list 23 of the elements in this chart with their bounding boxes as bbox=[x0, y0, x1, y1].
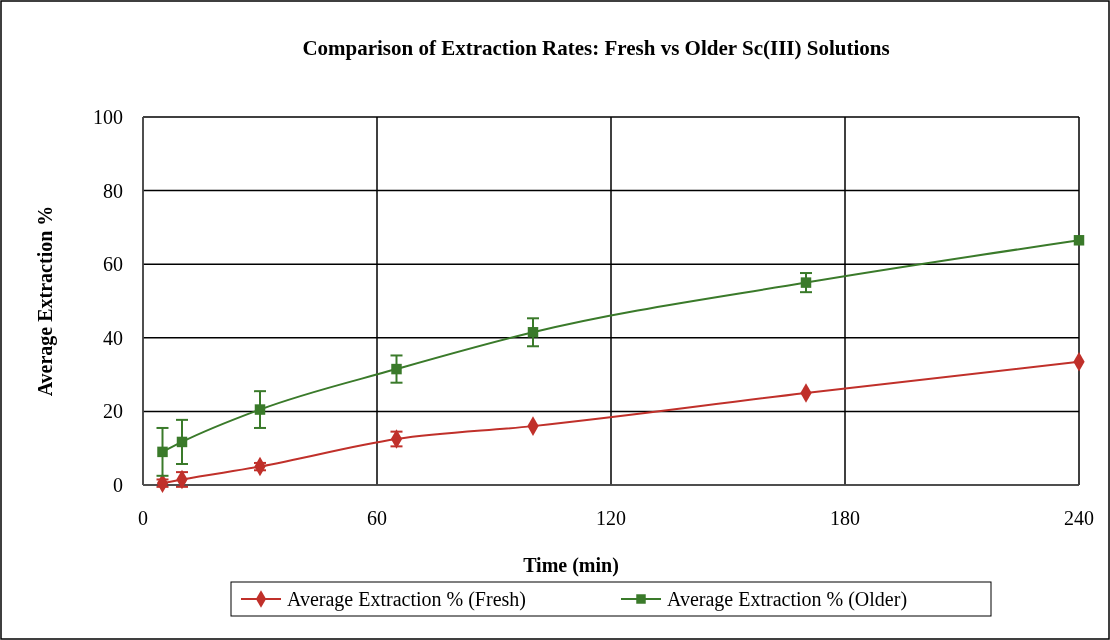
y-axis-title: Average Extraction % bbox=[34, 205, 57, 397]
x-tick-label: 60 bbox=[367, 507, 387, 529]
point bbox=[527, 327, 539, 338]
point bbox=[391, 363, 402, 375]
x-tick-label: 180 bbox=[830, 507, 860, 529]
x-tick-label: 120 bbox=[596, 507, 626, 529]
x-tick-label: 0 bbox=[138, 507, 148, 529]
point bbox=[800, 277, 812, 288]
x-axis-title: Time (min) bbox=[523, 554, 619, 577]
y-tick-label: 80 bbox=[103, 179, 123, 202]
legend-label: Average Extraction % (Fresh) bbox=[287, 588, 526, 611]
y-tick-label: 60 bbox=[103, 253, 123, 276]
point bbox=[254, 404, 266, 415]
point bbox=[176, 436, 188, 448]
point bbox=[157, 446, 168, 458]
point bbox=[1073, 235, 1085, 246]
y-tick-label: 40 bbox=[103, 326, 123, 349]
chart-title: Comparison of Extraction Rates: Fresh vs Older Sc(III) Solutions bbox=[302, 36, 890, 60]
y-tick-label: 20 bbox=[103, 400, 123, 423]
y-tick-label: 0 bbox=[113, 474, 123, 496]
y-tick-label: 100 bbox=[93, 106, 123, 128]
legend-label: Average Extraction % (Older) bbox=[667, 588, 908, 611]
x-tick-label: 240 bbox=[1064, 507, 1094, 529]
